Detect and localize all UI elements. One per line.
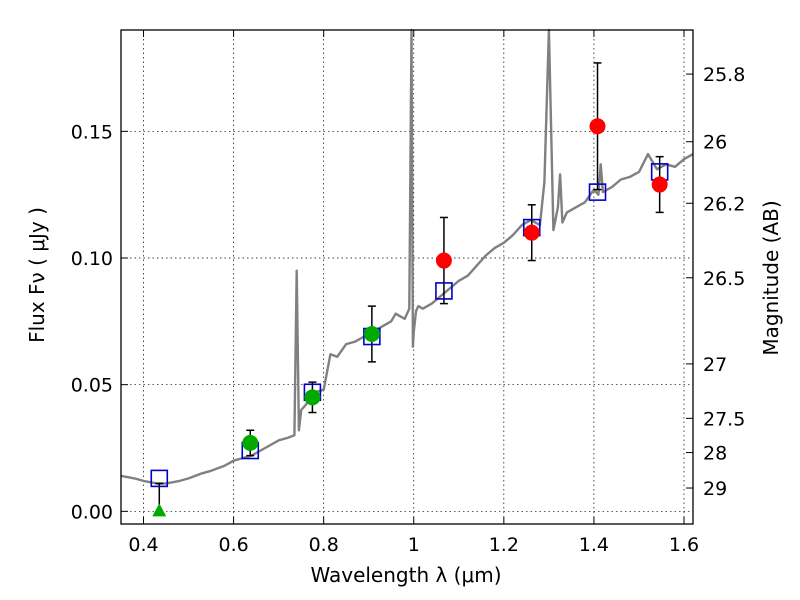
red-point (523, 224, 540, 241)
x-ticks: 0.4 0.6 0.8 1 1.2 1.4 1.6 (128, 30, 699, 556)
y-axis-label-text: Flux Fν ( μJy ) (25, 207, 49, 343)
x-tick-label: 0.6 (218, 534, 248, 556)
y2-tick-label: 27 (703, 354, 727, 376)
observed-points (152, 118, 668, 517)
y-tick-label: 0.00 (71, 501, 113, 523)
y-tick-label: 0.10 (71, 248, 113, 270)
green-point (242, 434, 259, 451)
y2-tick-label: 26.2 (703, 193, 745, 215)
model-box (150, 469, 169, 488)
x-tick-label: 1 (408, 534, 420, 556)
red-point (651, 176, 668, 193)
green-point (304, 389, 321, 406)
y2-axis-label: Magnitude (AB) (759, 200, 783, 355)
x-tick-label: 1.6 (669, 534, 699, 556)
x-tick-label: 1.2 (489, 534, 519, 556)
red-point (589, 118, 606, 135)
x-tick-label: 1.4 (579, 534, 609, 556)
model-box (435, 282, 453, 300)
y2-tick-label: 28 (703, 443, 727, 465)
upper-limit-triangle (152, 503, 167, 517)
model-spectrum (120, 28, 694, 485)
x-axis-label: Wavelength λ (μm) (310, 563, 501, 587)
x-tick-label: 0.4 (128, 534, 158, 556)
y-axis-label: Flux Fν ( μJy ) (25, 207, 49, 343)
y2-tick-label: 29 (703, 478, 727, 500)
green-point (363, 326, 380, 342)
y-tick-label: 0.15 (71, 121, 113, 143)
y-ticks: 0.00 0.05 0.10 0.15 (71, 121, 128, 523)
x-tick-label: 0.8 (309, 534, 339, 556)
red-point (435, 252, 452, 269)
model-box (588, 183, 607, 201)
plot-frame (120, 29, 694, 525)
spectrum-line (120, 28, 694, 485)
y2-tick-label: 26 (703, 132, 727, 154)
y2-ticks: 25.8 26 26.2 26.5 27 27.5 28 29 (686, 64, 745, 500)
y2-tick-label: 27.5 (703, 408, 745, 430)
y2-tick-label: 25.8 (703, 64, 745, 86)
y-tick-label: 0.05 (71, 375, 113, 397)
grid (121, 30, 693, 524)
y2-tick-label: 26.5 (703, 268, 745, 290)
